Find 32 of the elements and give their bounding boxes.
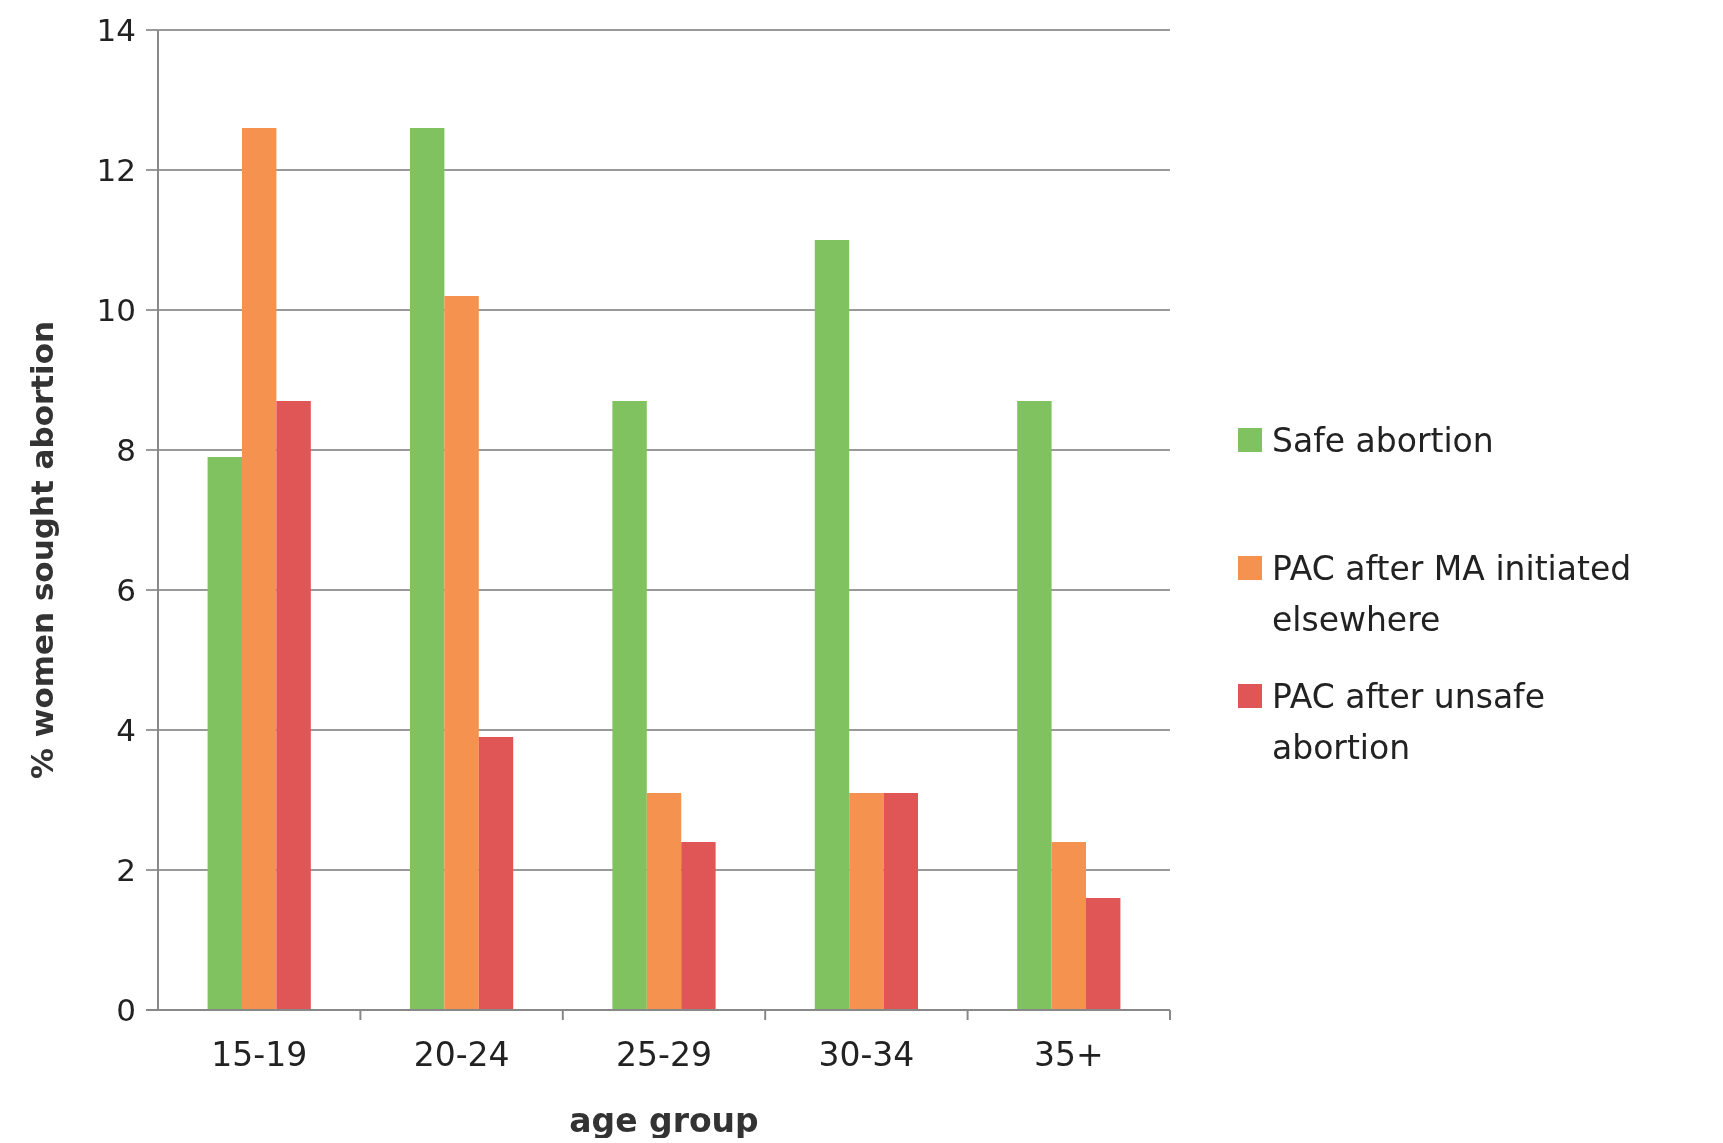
- y-tick-label: 6: [116, 571, 136, 608]
- bar: [681, 842, 716, 1010]
- y-tick-label: 12: [96, 151, 136, 188]
- x-tick-label: 15-19: [211, 1035, 308, 1074]
- x-tick-label: 35+: [1033, 1035, 1104, 1074]
- y-tick-label: 2: [116, 851, 136, 888]
- bar: [242, 128, 277, 1010]
- bar: [814, 240, 850, 1010]
- y-tick-label: 4: [116, 711, 136, 748]
- bar: [409, 128, 445, 1010]
- bar: [612, 401, 647, 1010]
- bar: [478, 737, 514, 1010]
- bar: [883, 793, 919, 1010]
- y-tick-label: 14: [96, 11, 136, 48]
- bar: [646, 793, 682, 1010]
- legend-label: Safe abortion: [1272, 420, 1494, 460]
- y-axis-title: % women sought abortion: [24, 320, 60, 780]
- bar: [444, 296, 479, 1010]
- y-tick-label: 8: [116, 431, 136, 468]
- y-tick-label: 0: [116, 991, 136, 1028]
- bar: [849, 793, 884, 1010]
- legend-label: PAC after unsafe abortion: [1272, 676, 1546, 767]
- x-tick-label: 20-24: [413, 1035, 510, 1074]
- legend-label: PAC after MA initiated elsewhere: [1272, 548, 1632, 639]
- bar: [207, 457, 242, 1010]
- bar: [1051, 842, 1087, 1010]
- bar: [1017, 401, 1052, 1010]
- x-tick-label: 30-34: [818, 1035, 915, 1074]
- bar: [276, 401, 311, 1010]
- y-tick-label: 10: [96, 291, 136, 328]
- bar: [1086, 898, 1121, 1010]
- x-tick-label: 25-29: [616, 1035, 712, 1074]
